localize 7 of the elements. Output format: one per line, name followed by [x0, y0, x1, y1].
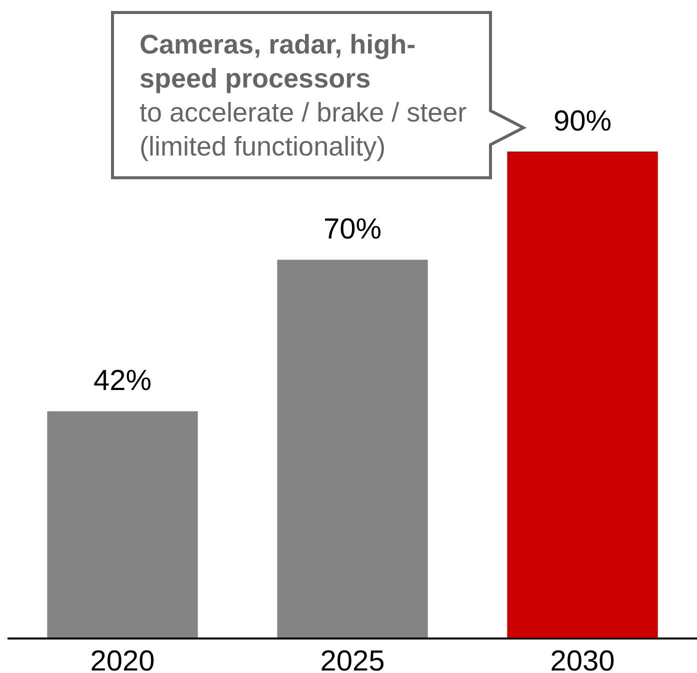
- data-label: 90%: [553, 105, 612, 138]
- x-tick-label: 2025: [320, 646, 385, 673]
- data-label: 70%: [323, 214, 382, 246]
- x-tick-label: 2030: [550, 646, 615, 673]
- annotation: to accelerate / brake / steer (limited functionality): [140, 98, 467, 162]
- x-tick-label: 2020: [90, 646, 155, 673]
- data-label: 42%: [93, 365, 152, 398]
